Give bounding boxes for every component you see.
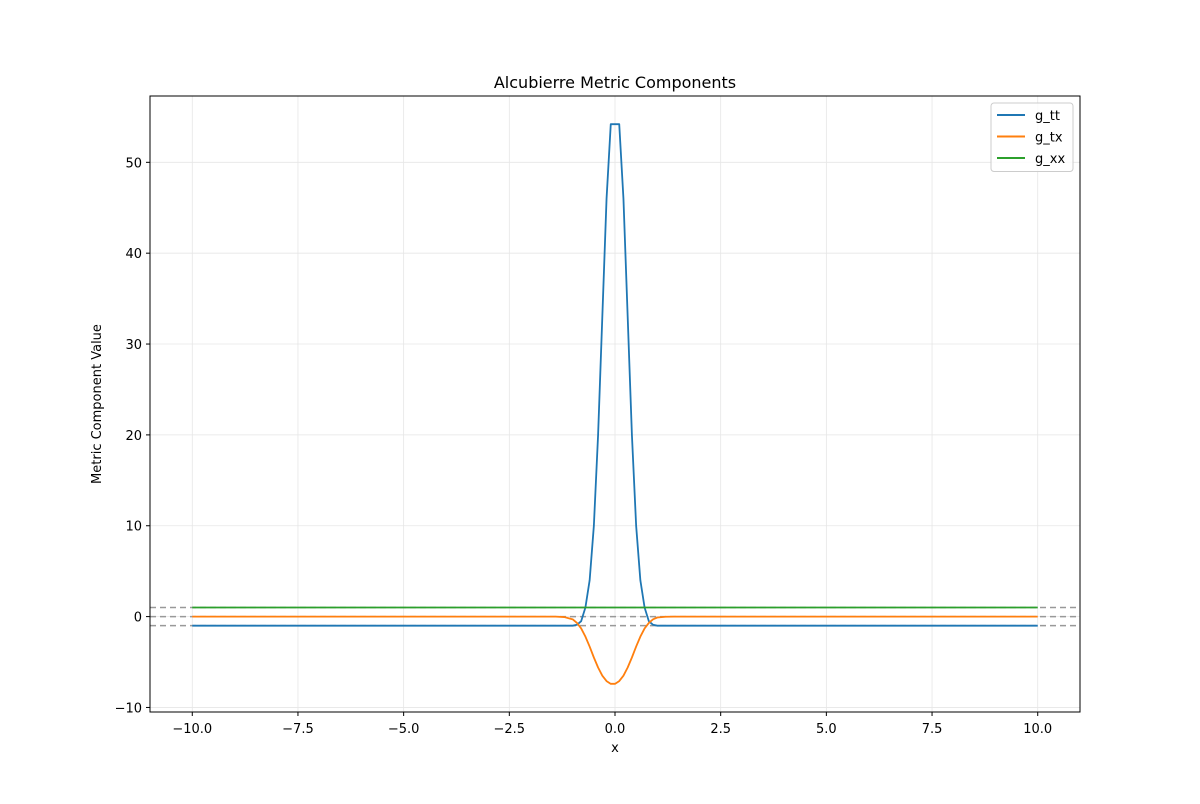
y-tick-label: 20: [125, 429, 142, 444]
x-tick-label: −5.0: [388, 722, 420, 737]
legend-label: g_xx: [1035, 152, 1065, 167]
y-tick-label: 40: [125, 247, 142, 262]
legend: g_tt g_tx g_xx: [990, 102, 1074, 172]
y-tick-label: 30: [125, 338, 142, 353]
grid-layer: [150, 96, 1080, 712]
x-tick-label: 10.0: [1023, 722, 1052, 737]
x-tick-label: −2.5: [494, 722, 526, 737]
y-tick-label: 10: [125, 520, 142, 535]
series-line-g-tx: [192, 615, 1038, 685]
legend-label: g_tx: [1035, 131, 1063, 146]
y-tick-label: 0: [134, 611, 142, 626]
tick-layer: −10.0 −7.5 −5.0 −2.5 0.0 2.5 5.0 7.5 10.0 −10 0 10 2…: [115, 156, 1053, 737]
x-tick-label: 5.0: [816, 722, 837, 737]
y-tick-label: 50: [125, 156, 142, 171]
series-layer: [192, 123, 1038, 685]
x-tick-label: −10.0: [172, 722, 212, 737]
x-tick-label: −7.5: [282, 722, 314, 737]
y-axis-label: Metric Component Value: [90, 324, 105, 484]
x-axis-label: x: [611, 741, 619, 756]
x-tick-label: 2.5: [710, 722, 731, 737]
x-tick-label: 7.5: [922, 722, 943, 737]
y-tick-label: −10: [115, 701, 142, 716]
x-tick-label: 0.0: [605, 722, 626, 737]
legend-label: g_tt: [1035, 109, 1060, 124]
chart-title: Alcubierre Metric Components: [494, 73, 736, 92]
legend-box: [990, 102, 1074, 172]
